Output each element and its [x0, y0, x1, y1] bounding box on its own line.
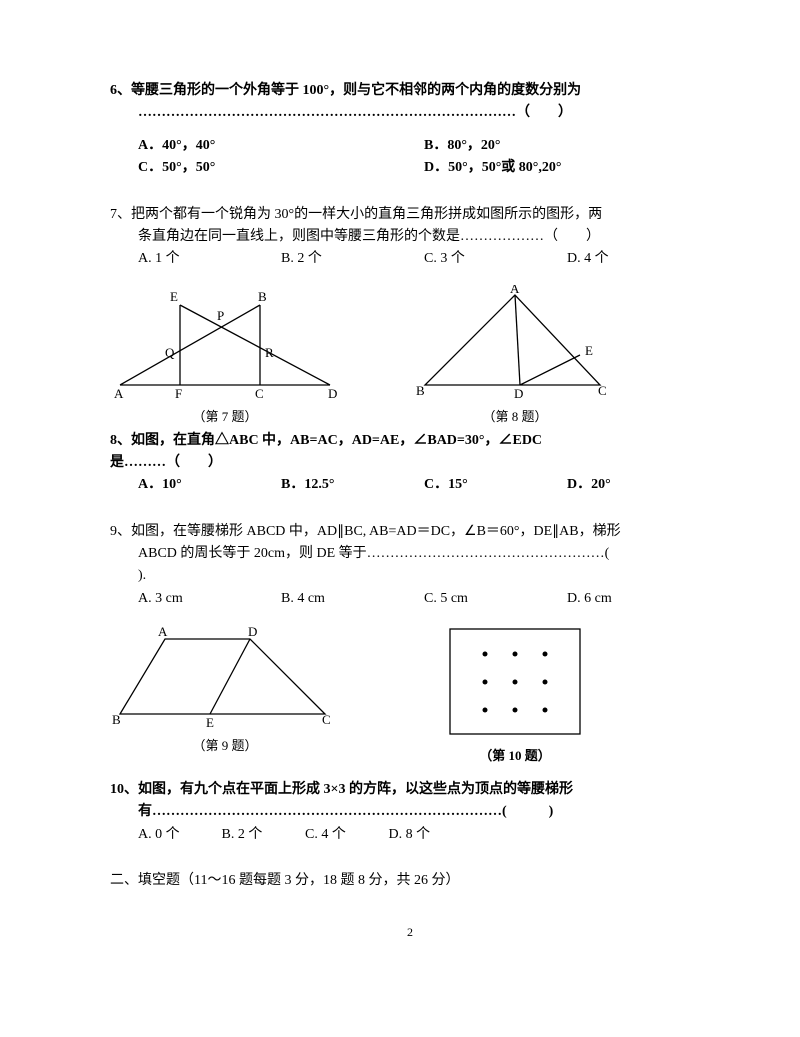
q10-options: A. 0 个 B. 2 个 C. 4 个 D. 8 个 — [110, 824, 710, 846]
q8-text1: 如图，在直角△ABC 中，AB=AC，AD=AE，∠BAD=30°，∠EDC — [131, 433, 542, 448]
fig8-label-A: A — [510, 285, 520, 296]
q9-num: 9、 — [110, 524, 131, 539]
figure-10-block: （第 10 题） — [440, 624, 590, 767]
q9-options: A. 3 cm B. 4 cm C. 5 cm D. 6 cm — [110, 588, 710, 610]
fig7-label-F: F — [175, 386, 182, 401]
q10-text1: 如图，有九个点在平面上形成 3×3 的方阵，以这些点为顶点的等腰梯形 — [138, 782, 573, 797]
fig8-label-E: E — [585, 343, 593, 358]
fig7-label-D: D — [328, 386, 337, 401]
fig9-label-A: A — [158, 624, 168, 639]
q6-text: 等腰三角形的一个外角等于 100°，则与它不相邻的两个内角的度数分别为 — [131, 83, 581, 98]
q9-opt-b: B. 4 cm — [281, 588, 424, 610]
q8-stem1: 8、如图，在直角△ABC 中，AB=AC，AD=AE，∠BAD=30°，∠EDC — [110, 430, 710, 452]
figure-9-block: A D B C E （第 9 题） — [110, 624, 340, 767]
fig7-label-A: A — [114, 386, 124, 401]
question-7: 7、把两个都有一个锐角为 30°的一样大小的直角三角形拼成如图所示的图形，两 条… — [110, 204, 710, 271]
figure-7-block: A F C D E B P Q R （第 7 题） — [110, 285, 340, 428]
page-number: 2 — [110, 923, 710, 942]
q10-opt-d: D. 8 个 — [389, 824, 469, 846]
q7-num: 7、 — [110, 207, 131, 222]
q9-opt-c: C. 5 cm — [424, 588, 567, 610]
q10-opt-b: B. 2 个 — [222, 824, 302, 846]
fig9-label-C: C — [322, 712, 331, 727]
fig7-label-P: P — [217, 308, 224, 323]
fig9-label-B: B — [112, 712, 121, 727]
q6-dots: ………………………………………………………………………（ ） — [110, 102, 710, 124]
q10-num: 10、 — [110, 782, 138, 797]
q7-opt-b: B. 2 个 — [281, 248, 424, 270]
q8-opt-d: D．20° — [567, 474, 710, 496]
figures-row-9-10: A D B C E （第 9 题） （第 10 题） — [110, 624, 710, 767]
q6-stem: 6、等腰三角形的一个外角等于 100°，则与它不相邻的两个内角的度数分别为 — [110, 80, 710, 102]
q6-opt-b: B．80°，20° — [424, 135, 710, 157]
q6-opt-d: D．50°，50°或 80°,20° — [424, 157, 710, 179]
fig7-label-E: E — [170, 289, 178, 304]
q7-opt-d: D. 4 个 — [567, 248, 710, 270]
q10-opt-a: A. 0 个 — [138, 824, 218, 846]
figure-10-svg — [440, 624, 590, 744]
q6-options: A．40°，40° B．80°，20° C．50°，50° D．50°，50°或… — [110, 135, 710, 180]
q10-opt-c: C. 4 个 — [305, 824, 385, 846]
q7-text1: 把两个都有一个锐角为 30°的一样大小的直角三角形拼成如图所示的图形，两 — [131, 207, 602, 222]
q8-stem2: 是………（ ） — [110, 452, 710, 474]
section-2-header: 二、填空题（11～16 题每题 3 分，18 题 8 分，共 26 分） — [110, 870, 710, 892]
figure-10-caption: （第 10 题） — [440, 746, 590, 767]
fig8-label-D: D — [514, 386, 523, 401]
q8-num: 8、 — [110, 433, 131, 448]
fig7-label-Q: Q — [165, 345, 175, 360]
question-6: 6、等腰三角形的一个外角等于 100°，则与它不相邻的两个内角的度数分别为 ……… — [110, 80, 710, 180]
fig9-label-E: E — [206, 715, 214, 730]
figure-7-caption: （第 7 题） — [110, 407, 340, 428]
exam-page: 6、等腰三角形的一个外角等于 100°，则与它不相邻的两个内角的度数分别为 ……… — [0, 0, 800, 982]
q6-opt-c: C．50°，50° — [138, 157, 424, 179]
q7-stem2: 条直角边在同一直线上，则图中等腰三角形的个数是………………（ ） — [110, 226, 710, 248]
fig7-label-R: R — [265, 345, 274, 360]
q9-stem2: ABCD 的周长等于 20cm，则 DE 等于……………………………………………… — [110, 543, 710, 565]
question-10: 10、如图，有九个点在平面上形成 3×3 的方阵，以这些点为顶点的等腰梯形 有…… — [110, 779, 710, 846]
q9-opt-d: D. 6 cm — [567, 588, 710, 610]
fig8-label-B: B — [416, 383, 425, 398]
question-9: 9、如图，在等腰梯形 ABCD 中，AD∥BC, AB=AD＝DC，∠B＝60°… — [110, 521, 710, 611]
q8-options: A．10° B．12.5° C．15° D．20° — [110, 474, 710, 496]
figures-row-7-8: A F C D E B P Q R （第 7 题） — [110, 285, 710, 428]
q8-opt-b: B．12.5° — [281, 474, 424, 496]
figure-8-svg: A B C D E — [410, 285, 620, 405]
q7-opt-a: A. 1 个 — [138, 248, 281, 270]
q6-num: 6、 — [110, 83, 131, 98]
q10-stem1: 10、如图，有九个点在平面上形成 3×3 的方阵，以这些点为顶点的等腰梯形 — [110, 779, 710, 801]
figure-9-caption: （第 9 题） — [110, 736, 340, 757]
figure-9-svg: A D B C E — [110, 624, 340, 734]
question-8: 8、如图，在直角△ABC 中，AB=AC，AD=AE，∠BAD=30°，∠EDC… — [110, 430, 710, 497]
q6-opt-a: A．40°，40° — [138, 135, 424, 157]
q8-opt-a: A．10° — [138, 474, 281, 496]
fig9-label-D: D — [248, 624, 257, 639]
fig7-label-B: B — [258, 289, 267, 304]
fig7-label-C: C — [255, 386, 264, 401]
figure-8-caption: （第 8 题） — [410, 407, 620, 428]
q9-stem1: 9、如图，在等腰梯形 ABCD 中，AD∥BC, AB=AD＝DC，∠B＝60°… — [110, 521, 710, 543]
q10-stem2: 有…………………………………………………………………( ) — [110, 801, 710, 823]
q9-text1: 如图，在等腰梯形 ABCD 中，AD∥BC, AB=AD＝DC，∠B＝60°，D… — [131, 524, 621, 539]
fig8-label-C: C — [598, 383, 607, 398]
q7-options: A. 1 个 B. 2 个 C. 3 个 D. 4 个 — [110, 248, 710, 270]
q9-opt-a: A. 3 cm — [138, 588, 281, 610]
figure-7-svg: A F C D E B P Q R — [110, 285, 340, 405]
q7-opt-c: C. 3 个 — [424, 248, 567, 270]
q9-stem3: ). — [110, 565, 710, 587]
q8-opt-c: C．15° — [424, 474, 567, 496]
figure-8-block: A B C D E （第 8 题） — [410, 285, 620, 428]
q7-stem1: 7、把两个都有一个锐角为 30°的一样大小的直角三角形拼成如图所示的图形，两 — [110, 204, 710, 226]
